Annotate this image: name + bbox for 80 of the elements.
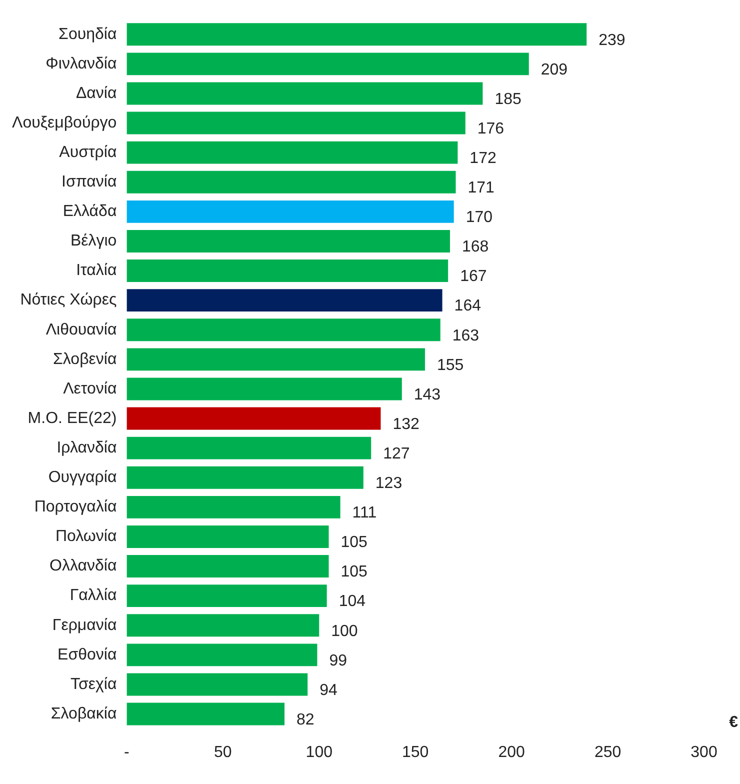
y-tick-label: Εσθονία: [58, 646, 117, 664]
y-tick-label: Αυστρία: [59, 144, 117, 161]
y-tick-label: Δανία: [76, 84, 117, 102]
bar: [126, 584, 327, 608]
data-label: 163: [452, 327, 480, 344]
bar: [126, 673, 308, 696]
bar: [126, 407, 381, 430]
x-axis-title: €: [729, 714, 738, 732]
y-tick-label: Ιταλία: [76, 262, 117, 280]
bar: [126, 318, 440, 342]
bar: [126, 170, 456, 194]
data-label: 176: [477, 120, 504, 138]
y-tick-label: Φινλανδία: [46, 55, 117, 72]
bar: [126, 289, 442, 312]
bar: [126, 525, 329, 548]
y-tick-label: Ιρλανδία: [56, 439, 117, 456]
bar: [126, 141, 458, 164]
data-label: 155: [436, 356, 464, 374]
bar: [126, 644, 318, 666]
bar: [126, 436, 372, 460]
data-label: 105: [340, 564, 368, 581]
bar: [126, 466, 364, 489]
x-tick-label: 150: [402, 744, 429, 761]
bar: [126, 230, 450, 252]
x-tick-label: 250: [594, 744, 622, 761]
data-label: 168: [462, 238, 489, 256]
x-tick-label: -: [124, 744, 130, 761]
y-tick-label: Τσεχία: [70, 676, 117, 693]
x-tick-label: 200: [498, 744, 526, 761]
bar: [126, 348, 425, 371]
data-label: 127: [383, 445, 410, 462]
y-tick-label: Λιθουανία: [46, 321, 117, 338]
y-tick-label: Λετονία: [63, 380, 117, 398]
y-tick-label: Πορτογαλία: [34, 498, 117, 516]
y-tick-label: Βέλγιο: [70, 232, 117, 250]
x-tick-label: 300: [690, 744, 718, 761]
y-tick-label: Ουγγαρία: [48, 469, 117, 486]
bar: [126, 112, 466, 134]
y-tick-label: Σλοβακία: [50, 705, 117, 722]
data-label: 94: [320, 682, 338, 699]
data-label: 111: [352, 504, 377, 522]
y-tick-label: Πολωνία: [56, 528, 117, 546]
data-label: 100: [331, 622, 358, 640]
x-tick-label: 50: [214, 744, 232, 761]
data-label: 82: [296, 711, 314, 728]
x-tick-label: 100: [306, 744, 333, 761]
data-label: 185: [494, 90, 522, 108]
bar: [126, 378, 402, 400]
y-tick-label: Σουηδία: [58, 26, 117, 43]
data-label: 143: [414, 386, 441, 404]
data-label: 239: [598, 32, 626, 49]
y-tick-label: Γαλλία: [70, 587, 117, 604]
bar: [126, 496, 340, 518]
data-label: 170: [466, 209, 493, 226]
bar: [126, 82, 483, 105]
data-label: 209: [540, 61, 568, 78]
data-label: 105: [340, 534, 368, 552]
bar: [126, 614, 320, 637]
data-label: 99: [329, 652, 348, 670]
y-tick-label: Γερμανία: [52, 616, 117, 634]
data-label: 164: [454, 298, 482, 315]
bar: [126, 260, 448, 282]
y-tick-label: Σλοβενία: [53, 350, 117, 368]
data-label: 132: [392, 416, 420, 433]
y-tick-label: Ισπανία: [62, 174, 117, 191]
data-label: 123: [375, 475, 402, 492]
bar: [126, 200, 454, 223]
data-label: 171: [468, 180, 495, 197]
data-label: 167: [460, 268, 487, 286]
bar: [126, 702, 284, 726]
y-tick-label: Λουξεμβούργο: [12, 114, 117, 132]
bar: [126, 52, 529, 76]
data-label: 104: [338, 593, 366, 610]
data-label: 172: [470, 150, 496, 167]
y-tick-label: Νότιες Χώρες: [20, 292, 117, 309]
y-tick-label: Ελλάδα: [62, 203, 117, 220]
bar: [126, 23, 587, 46]
y-tick-label: Μ.Ο. ΕΕ(22): [28, 410, 117, 427]
bar: [126, 555, 329, 578]
y-tick-label: Ολλανδία: [50, 558, 117, 575]
